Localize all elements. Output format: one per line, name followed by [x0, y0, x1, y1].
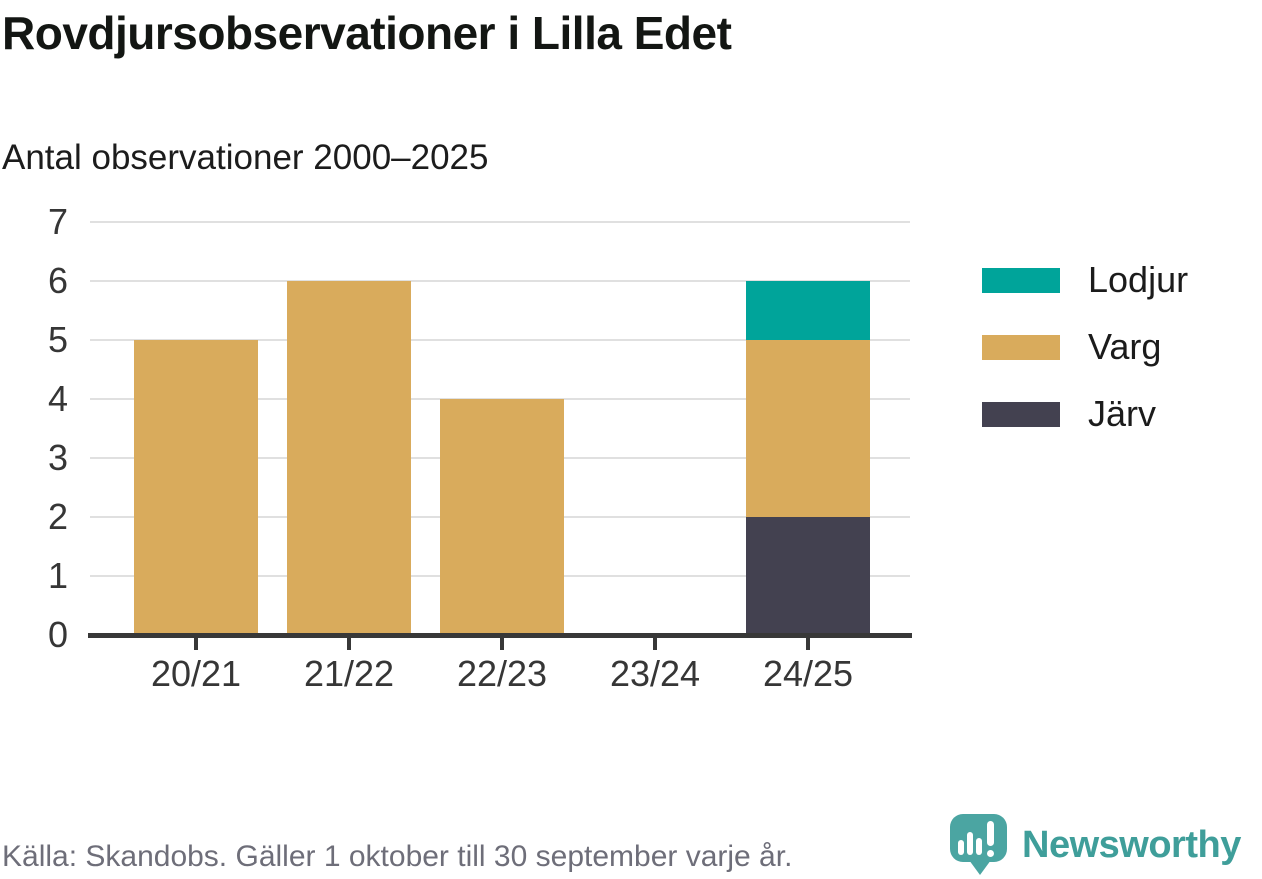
- bar-20/21-varg: [134, 340, 258, 635]
- x-tick-22/23: [500, 637, 504, 650]
- logo-bar-icon: [967, 832, 973, 855]
- bar-24/25-järv: [746, 517, 870, 635]
- y-tick-label: 3: [47, 437, 68, 478]
- page-title: Rovdjursobservationer i Lilla Edet: [2, 7, 732, 59]
- brand-name: Newsworthy: [1022, 824, 1241, 866]
- x-tick-label: 23/24: [609, 653, 701, 694]
- x-tick-label: 21/22: [303, 653, 395, 694]
- y-tick-label: 5: [47, 319, 68, 360]
- legend-swatch: [982, 401, 1060, 427]
- logo-exclamation-icon: [987, 821, 994, 846]
- logo-bubble-icon: [950, 814, 1007, 862]
- gridline-y5: [90, 339, 910, 341]
- legend-label: Järv: [1088, 393, 1157, 434]
- bar-22/23-varg: [440, 399, 564, 635]
- x-tick-label: 24/25: [762, 653, 854, 694]
- y-tick-label: 2: [47, 496, 68, 537]
- y-tick-label: 1: [47, 555, 68, 596]
- legend-item-järv: Järv: [982, 396, 1188, 432]
- logo-bar-icon: [958, 840, 964, 855]
- bar-21/22-varg: [287, 281, 411, 635]
- x-tick-21/22: [347, 637, 351, 650]
- legend-item-lodjur: Lodjur: [982, 262, 1188, 298]
- logo-bubble-tail: [969, 860, 991, 875]
- x-tick-23/24: [653, 637, 657, 650]
- gridline-y6: [90, 280, 910, 282]
- legend-label: Lodjur: [1088, 259, 1189, 300]
- y-tick-label: 7: [47, 201, 68, 242]
- y-tick-label: 4: [47, 378, 68, 419]
- x-tick-label: 22/23: [456, 653, 548, 694]
- y-tick-label: 0: [47, 614, 68, 655]
- plot-area: 0 1 2 3 4 5 6 7 20/21 21/22 22/23 23/24 24/25: [48, 201, 912, 694]
- x-tick-24/25: [806, 637, 810, 650]
- logo-bar-icon: [976, 838, 982, 855]
- newsworthy-logo: Newsworthy: [948, 812, 1262, 878]
- y-tick-label: 6: [47, 260, 68, 301]
- x-axis-line: [88, 633, 912, 638]
- chart-subtitle: Antal observationer 2000–2025: [2, 138, 489, 177]
- bar-24/25-lodjur: [746, 281, 870, 340]
- source-note: Källa: Skandobs. Gäller 1 oktober till 3…: [2, 840, 793, 873]
- logo-exclamation-dot-icon: [987, 850, 994, 857]
- legend-swatch: [982, 334, 1060, 360]
- bar-24/25-varg: [746, 340, 870, 517]
- x-tick-20/21: [194, 637, 198, 650]
- x-tick-label: 20/21: [150, 653, 242, 694]
- legend-item-varg: Varg: [982, 329, 1188, 365]
- gridline-y7: [90, 221, 910, 223]
- legend: Lodjur Varg Järv: [982, 262, 1188, 463]
- legend-swatch: [982, 267, 1060, 293]
- legend-label: Varg: [1088, 326, 1162, 367]
